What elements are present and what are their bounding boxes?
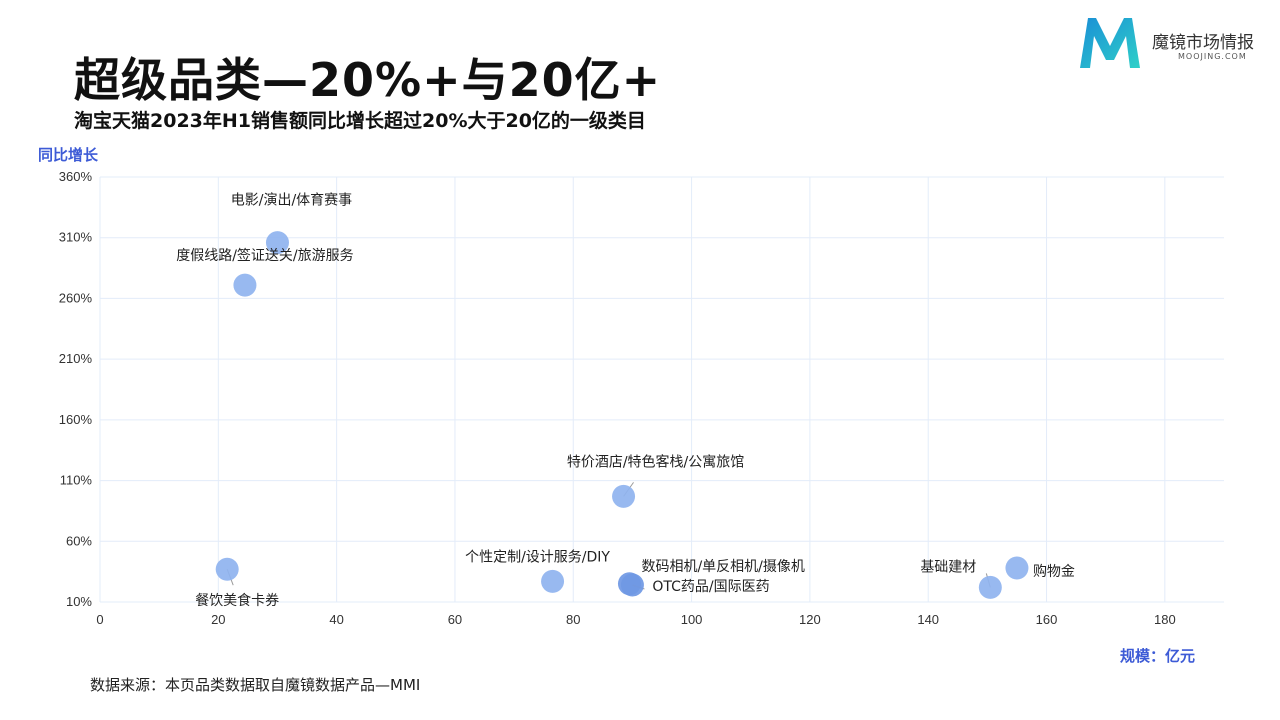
point-label: 基础建材: [920, 558, 976, 575]
scatter-point: [541, 569, 565, 593]
y-tick-label: 210%: [59, 351, 93, 366]
y-tick-label: 10%: [66, 594, 92, 609]
point-label: 购物金: [1033, 564, 1075, 580]
x-tick-label: 80: [566, 612, 580, 627]
x-axis-label: 规模：亿元: [1120, 647, 1196, 665]
logo-m-icon: [1080, 18, 1140, 68]
point-label: 度假线路/签证送关/旅游服务: [176, 247, 353, 264]
point-label: 电影/演出/体育赛事: [231, 193, 352, 209]
point-label: 特价酒店/特色客栈/公寓旅馆: [567, 453, 744, 470]
y-tick-label: 110%: [60, 473, 93, 488]
point-label: 餐饮美食卡券: [195, 592, 279, 609]
scatter-point: [612, 484, 636, 508]
x-tick-label: 100: [681, 612, 703, 627]
scatter-point: [233, 273, 257, 297]
y-tick-label: 60%: [66, 533, 92, 548]
page-subtitle: 淘宝天猫2023年H1销售额同比增长超过20%大于20亿的一级类目: [74, 110, 646, 132]
x-tick-label: 120: [799, 612, 821, 627]
x-tick-label: 40: [329, 612, 343, 627]
point-label: 个性定制/设计服务/DIY: [465, 549, 610, 565]
y-tick-label: 260%: [59, 290, 93, 305]
logo-name: 魔镜市场情报: [1152, 33, 1254, 53]
scatter-point: [215, 557, 239, 581]
x-tick-label: 180: [1154, 612, 1176, 627]
scatter-point: [978, 575, 1002, 599]
data-source-note: 数据来源：本页品类数据取自魔镜数据产品—MMI: [90, 676, 421, 694]
x-tick-label: 20: [211, 612, 225, 627]
point-label: 数码相机/单反相机/摄像机: [641, 559, 804, 575]
logo: 魔镜市场情报 MOOJING.COM: [1074, 12, 1274, 74]
scatter-point: [620, 573, 644, 597]
x-tick-label: 140: [917, 612, 939, 627]
y-tick-label: 360%: [59, 169, 93, 184]
logo-url: MOOJING.COM: [1178, 52, 1247, 61]
x-tick-label: 160: [1036, 612, 1058, 627]
y-tick-label: 160%: [59, 412, 93, 427]
y-tick-label: 310%: [59, 230, 93, 245]
y-axis-label: 同比增长: [38, 146, 99, 164]
point-label: OTC药品/国际医药: [652, 579, 769, 595]
scatter-point: [265, 231, 289, 255]
page-title: 超级品类—20%+与20亿+: [74, 53, 662, 107]
scatter-point: [1005, 556, 1029, 580]
x-tick-label: 60: [448, 612, 462, 627]
x-tick-label: 0: [96, 612, 103, 627]
